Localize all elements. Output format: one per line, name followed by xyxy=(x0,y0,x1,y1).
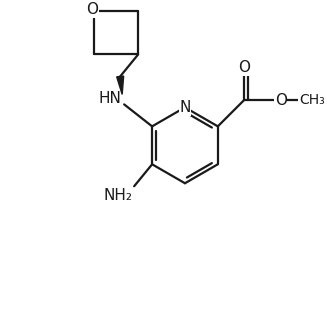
Text: N: N xyxy=(179,100,191,115)
Polygon shape xyxy=(117,76,124,94)
Text: HN: HN xyxy=(99,91,122,106)
Text: NH₂: NH₂ xyxy=(104,188,133,203)
Text: CH₃: CH₃ xyxy=(299,93,324,107)
Text: O: O xyxy=(275,93,287,108)
Text: O: O xyxy=(86,2,98,17)
Text: O: O xyxy=(238,60,250,75)
